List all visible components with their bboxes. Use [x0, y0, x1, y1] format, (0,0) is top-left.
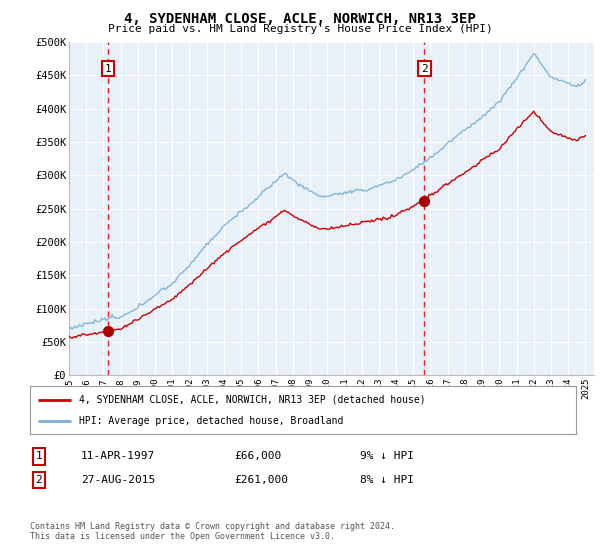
Text: 1: 1 — [105, 64, 112, 74]
Text: Contains HM Land Registry data © Crown copyright and database right 2024.
This d: Contains HM Land Registry data © Crown c… — [30, 522, 395, 542]
Text: 9% ↓ HPI: 9% ↓ HPI — [360, 451, 414, 461]
Text: 11-APR-1997: 11-APR-1997 — [81, 451, 155, 461]
Text: 2: 2 — [35, 475, 43, 485]
Text: 27-AUG-2015: 27-AUG-2015 — [81, 475, 155, 485]
Text: 4, SYDENHAM CLOSE, ACLE, NORWICH, NR13 3EP: 4, SYDENHAM CLOSE, ACLE, NORWICH, NR13 3… — [124, 12, 476, 26]
Text: £66,000: £66,000 — [234, 451, 281, 461]
Text: £261,000: £261,000 — [234, 475, 288, 485]
Text: 1: 1 — [35, 451, 43, 461]
Text: HPI: Average price, detached house, Broadland: HPI: Average price, detached house, Broa… — [79, 416, 344, 426]
Text: 4, SYDENHAM CLOSE, ACLE, NORWICH, NR13 3EP (detached house): 4, SYDENHAM CLOSE, ACLE, NORWICH, NR13 3… — [79, 395, 426, 405]
Point — [103, 326, 113, 335]
Text: 2: 2 — [421, 64, 428, 74]
Text: Price paid vs. HM Land Registry's House Price Index (HPI): Price paid vs. HM Land Registry's House … — [107, 24, 493, 34]
Text: 8% ↓ HPI: 8% ↓ HPI — [360, 475, 414, 485]
Point — [419, 197, 429, 206]
